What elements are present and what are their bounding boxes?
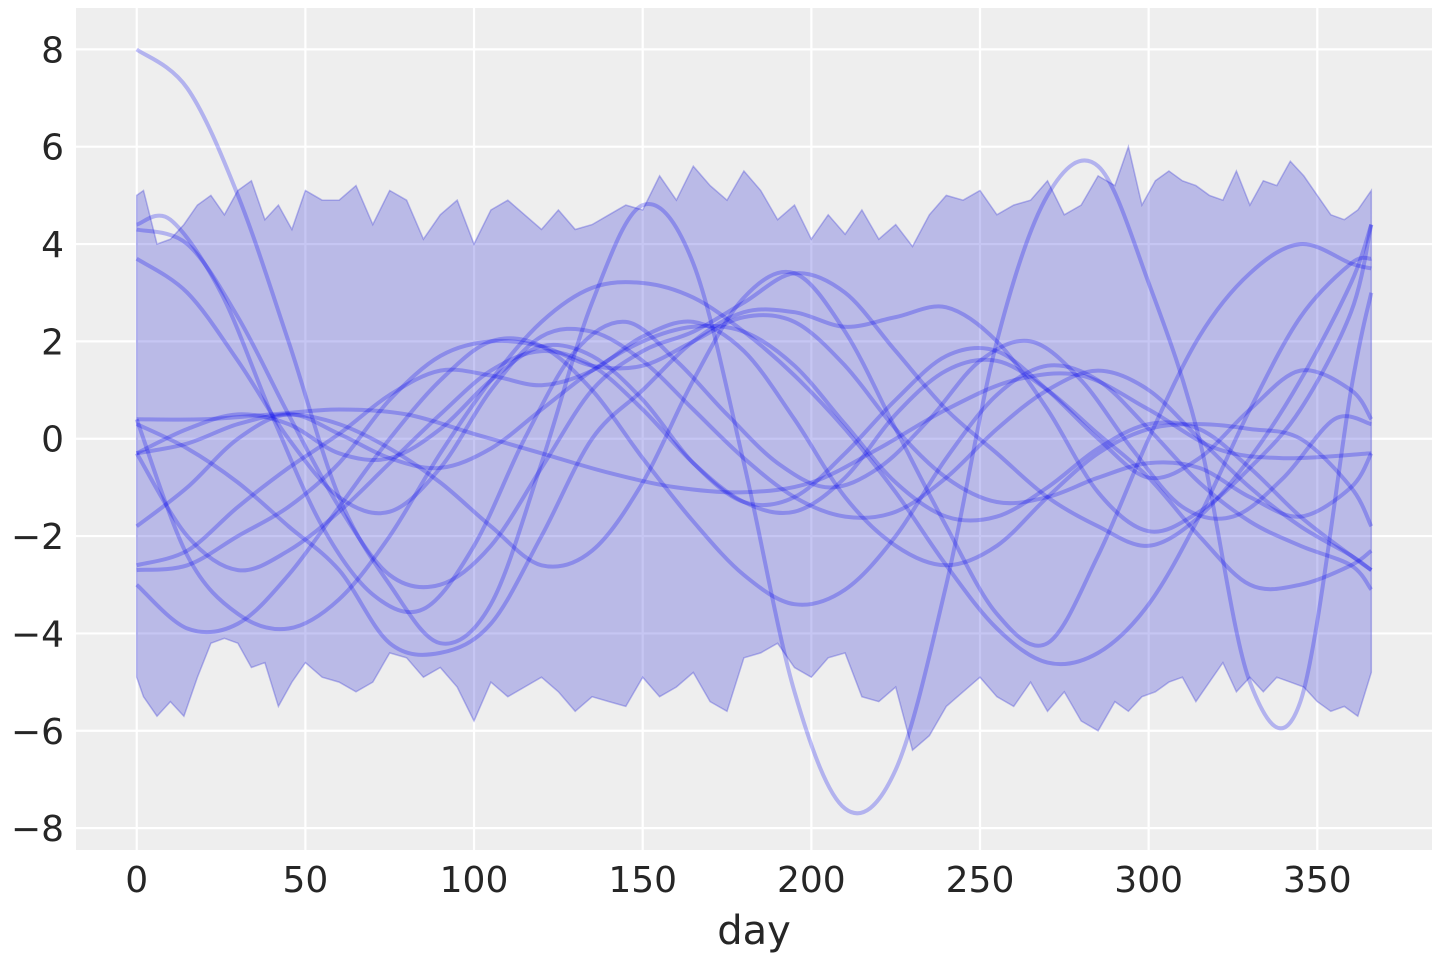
lines-layer: [134, 47, 1374, 816]
sample-line-5: [135, 323, 1373, 572]
x-tick-label-5: 250: [946, 860, 1015, 901]
uncertainty-band: [135, 143, 1373, 752]
x-axis-label: day: [717, 908, 791, 954]
sample-line-7: [136, 313, 1374, 573]
sample-line-1: [136, 371, 1372, 495]
y-tick-label-7: 6: [41, 128, 64, 169]
y-tick-labels: −8 −6 −4 −2 0 2 4 6 8: [11, 30, 64, 850]
y-tick-label-8: 8: [41, 30, 64, 71]
y-tick-label-6: 4: [41, 225, 64, 266]
grid: [76, 8, 1432, 850]
y-tick-label-2: −4: [11, 614, 64, 655]
y-tick-label-3: −2: [11, 517, 64, 558]
plot-background: [76, 8, 1432, 850]
x-tick-label-1: 50: [282, 860, 328, 901]
sample-line-12: [135, 224, 1374, 657]
x-tick-label-6: 300: [1114, 860, 1183, 901]
sample-line-2: [136, 213, 1372, 615]
band-layer: [135, 143, 1373, 752]
sample-line-13: [136, 223, 1374, 590]
y-tick-label-1: −6: [11, 712, 64, 753]
sample-line-9: [134, 255, 1372, 667]
x-tick-label-2: 100: [440, 860, 509, 901]
y-tick-label-4: 0: [41, 420, 64, 461]
y-tick-label-0: −8: [11, 809, 64, 850]
sample-line-3: [135, 257, 1373, 572]
x-tick-label-7: 350: [1283, 860, 1352, 901]
x-tick-label-0: 0: [125, 860, 148, 901]
sample-line-11: [136, 242, 1372, 648]
x-tick-labels: 0 50 100 150 200 250 300 350: [125, 860, 1351, 901]
sample-line-8: [135, 336, 1373, 635]
sample-line-6: [136, 319, 1374, 568]
y-tick-label-5: 2: [41, 322, 64, 363]
sample-line-4: [135, 342, 1374, 508]
sample-line-0: [135, 47, 1374, 816]
x-tick-label-3: 150: [608, 860, 677, 901]
sample-line-10: [134, 349, 1373, 592]
x-tick-label-4: 200: [777, 860, 846, 901]
